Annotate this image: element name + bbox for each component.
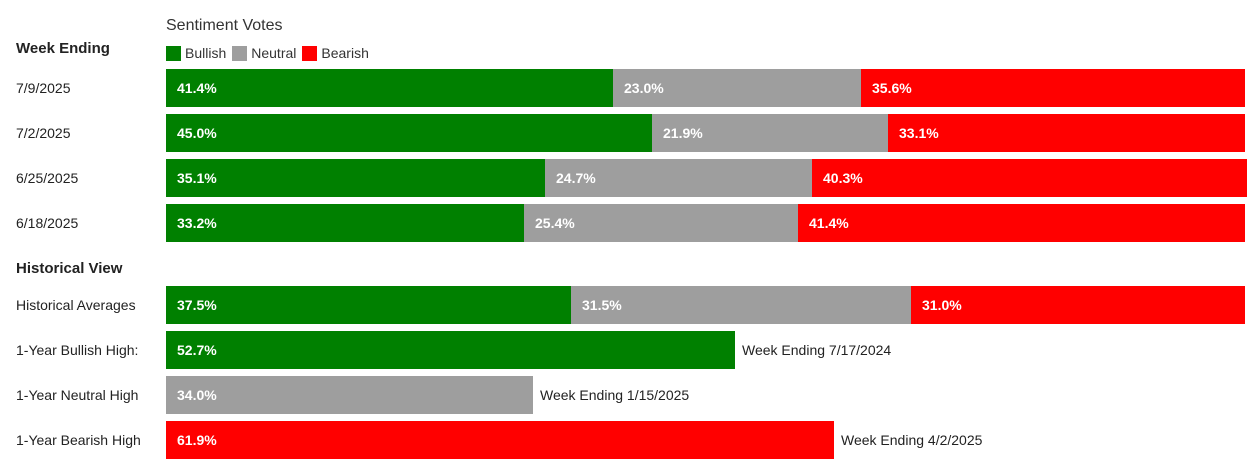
legend-label-neutral: Neutral [251,45,297,61]
historical-row-1-year-bearish-high: 1-Year Bearish High 61.9% Week Ending 4/2/… [0,421,1260,459]
weekly-row-7-9-2025: 7/9/2025 41.4% 23.0% 35.6% [0,69,1260,107]
legend-item-neutral: Neutral [232,45,296,61]
historical-row-label: Historical Averages [16,297,136,313]
bar-segment-bearish: 40.3% [812,159,1247,197]
historical-row-historical-averages: Historical Averages 37.5% 31.5% 31.0% [0,286,1260,324]
historical-bar-stack: 61.9% [166,421,1245,459]
data-label-bullish: 33.2% [177,215,217,231]
historical-view-header: Historical View [16,260,123,277]
legend-label-bearish: Bearish [321,45,369,61]
historical-row-label: 1-Year Bearish High [16,432,141,448]
data-label-neutral: 31.5% [582,297,622,313]
bar-segment-neutral: 31.5% [571,286,911,324]
bar-segment-bearish: 35.6% [861,69,1245,107]
weekly-row-7-2-2025: 7/2/2025 45.0% 21.9% 33.1% [0,114,1260,152]
historical-bar-stack: 52.7% [166,331,1245,369]
data-label-bearish: 61.9% [177,432,217,448]
weekly-bar-stack: 33.2% 25.4% 41.4% [166,204,1245,242]
data-label-neutral: 23.0% [624,80,664,96]
historical-note: Week Ending 7/17/2024 [742,342,892,358]
legend-item-bullish: Bullish [166,45,226,61]
data-label-bearish: 33.1% [899,125,939,141]
weekly-row-label: 6/18/2025 [16,215,79,231]
weekly-bar-stack: 41.4% 23.0% 35.6% [166,69,1245,107]
weekly-row-label: 7/2/2025 [16,125,71,141]
bar-segment-bullish: 35.1% [166,159,545,197]
bar-segment-bullish: 45.0% [166,114,652,152]
bar-segment-neutral: 24.7% [545,159,812,197]
data-label-bearish: 41.4% [809,215,849,231]
week-ending-header: Week Ending [16,40,110,57]
bar-segment-bearish: 41.4% [798,204,1245,242]
weekly-row-6-18-2025: 6/18/2025 33.2% 25.4% 41.4% [0,204,1260,242]
historical-bar-stack: 34.0% [166,376,1245,414]
data-label-bullish: 52.7% [177,342,217,358]
historical-row-label: 1-Year Bullish High: [16,342,139,358]
historical-note: Week Ending 4/2/2025 [841,432,983,448]
legend-swatch-bearish [302,45,318,61]
chart-legend: Bullish Neutral Bearish [166,45,375,61]
weekly-row-label: 7/9/2025 [16,80,71,96]
bar-segment-bearish: 31.0% [911,286,1245,324]
data-label-neutral: 21.9% [663,125,703,141]
bar-segment-bearish: 61.9% [166,421,834,459]
data-label-bullish: 37.5% [177,297,217,313]
data-label-bearish: 31.0% [922,297,962,313]
chart-title: Sentiment Votes [166,17,283,34]
bar-segment-bearish: 33.1% [888,114,1245,152]
weekly-row-6-25-2025: 6/25/2025 35.1% 24.7% 40.3% [0,159,1260,197]
bar-segment-bullish: 41.4% [166,69,613,107]
data-label-neutral: 34.0% [177,387,217,403]
data-label-bearish: 35.6% [872,80,912,96]
bar-segment-neutral: 34.0% [166,376,533,414]
bar-segment-bullish: 37.5% [166,286,571,324]
weekly-bar-stack: 35.1% 24.7% 40.3% [166,159,1247,197]
legend-swatch-bullish [166,45,181,61]
historical-row-label: 1-Year Neutral High [16,387,139,403]
bar-segment-neutral: 21.9% [652,114,888,152]
data-label-bearish: 40.3% [823,170,863,186]
historical-note: Week Ending 1/15/2025 [540,387,690,403]
weekly-bar-stack: 45.0% 21.9% 33.1% [166,114,1245,152]
weekly-row-label: 6/25/2025 [16,170,79,186]
data-label-bullish: 45.0% [177,125,217,141]
data-label-neutral: 25.4% [535,215,575,231]
legend-label-bullish: Bullish [185,45,227,61]
bar-segment-bullish: 52.7% [166,331,735,369]
data-label-neutral: 24.7% [556,170,596,186]
data-label-bullish: 41.4% [177,80,217,96]
bar-segment-neutral: 25.4% [524,204,798,242]
bar-segment-bullish: 33.2% [166,204,524,242]
historical-row-1-year-neutral-high: 1-Year Neutral High 34.0% Week Ending 1/15… [0,376,1260,414]
data-label-bullish: 35.1% [177,170,217,186]
legend-swatch-neutral [232,45,248,61]
bar-segment-neutral: 23.0% [613,69,861,107]
historical-row-1-year-bullish-high: 1-Year Bullish High: 52.7% Week Ending 7/1… [0,331,1260,369]
historical-bar-stack: 37.5% 31.5% 31.0% [166,286,1245,324]
legend-item-bearish: Bearish [302,45,369,61]
